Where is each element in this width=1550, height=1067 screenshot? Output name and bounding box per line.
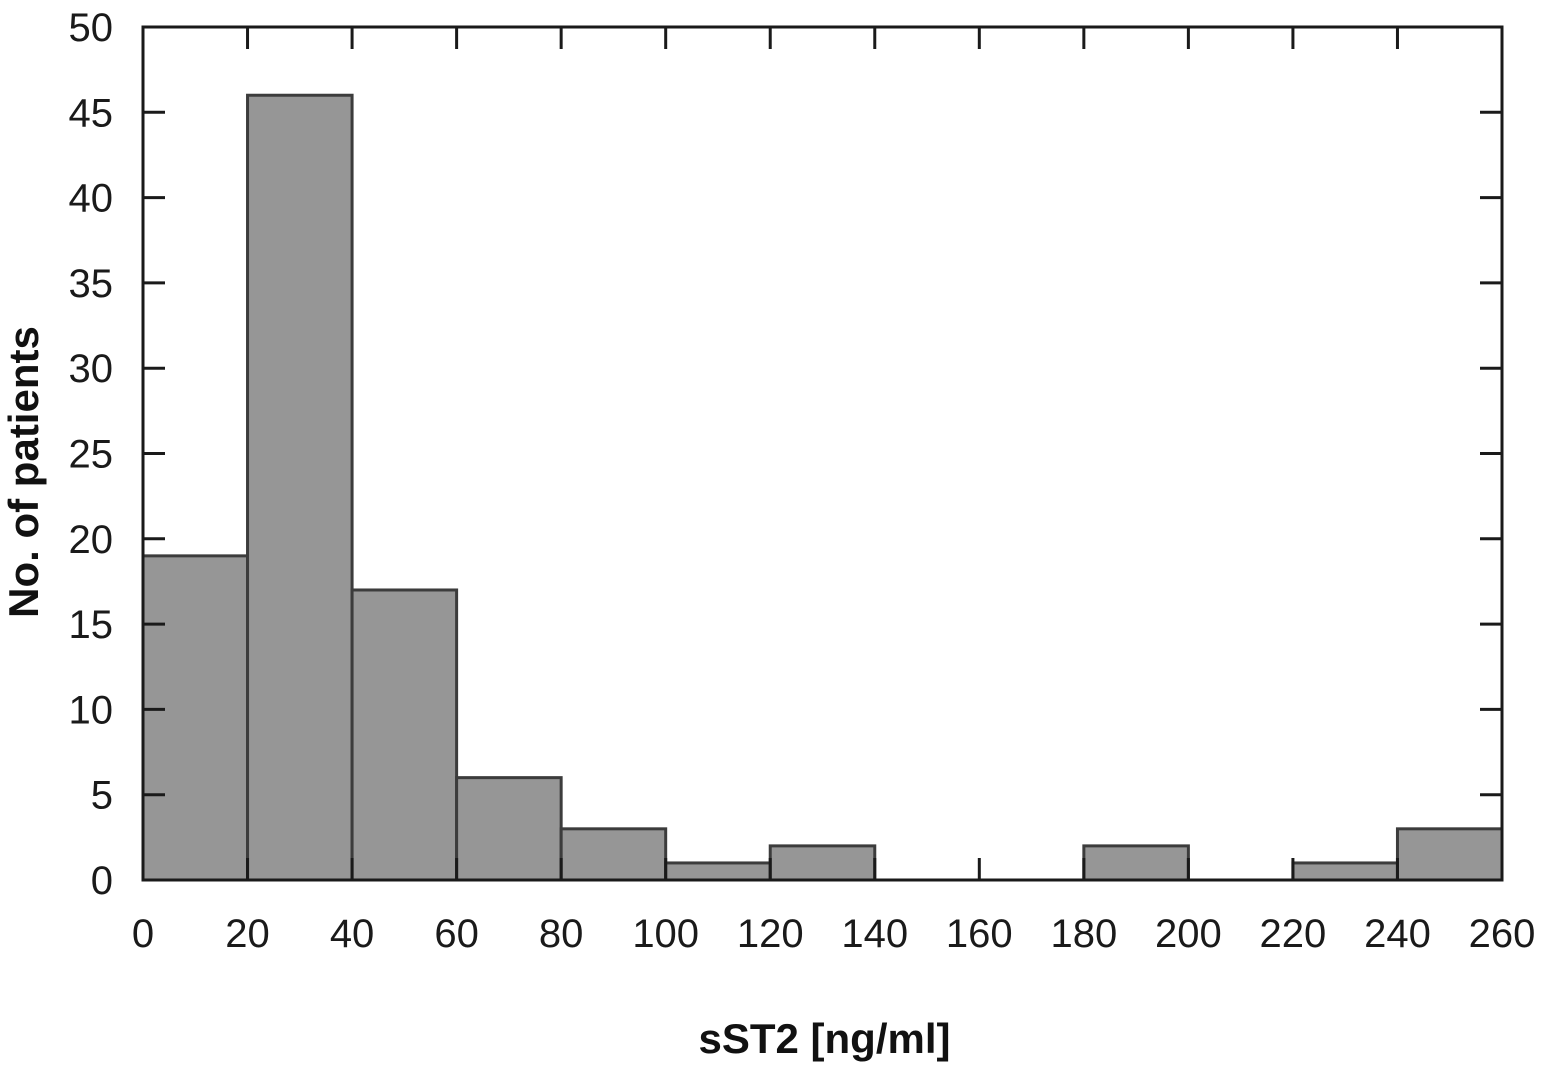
bar-220-240 bbox=[1291, 861, 1399, 882]
x-tick-labels: 0 20 40 60 80 100 120 140 160 180 200 220 240 260 bbox=[132, 912, 1536, 956]
bars-group bbox=[141, 93, 1504, 882]
bar-100-120 bbox=[664, 861, 772, 882]
ticks-group bbox=[141, 25, 1504, 882]
x-tick-label: 140 bbox=[841, 912, 908, 956]
x-tick-label: 20 bbox=[225, 912, 270, 956]
y-tick-label: 40 bbox=[69, 177, 114, 221]
x-tick-label: 200 bbox=[1155, 912, 1222, 956]
bar-120-140 bbox=[768, 844, 877, 882]
y-tick-labels: 0 5 10 15 20 25 30 35 40 45 50 bbox=[69, 6, 114, 903]
x-axis-title: sST2 [ng/ml] bbox=[698, 1015, 950, 1062]
bar-180-200 bbox=[1082, 844, 1190, 882]
x-tick-label: 80 bbox=[539, 912, 584, 956]
x-tick-label: 220 bbox=[1260, 912, 1327, 956]
bar-0-20 bbox=[141, 554, 250, 882]
y-tick-label: 25 bbox=[69, 433, 114, 477]
y-tick-label: 0 bbox=[91, 859, 113, 903]
x-tick-label: 60 bbox=[434, 912, 479, 956]
x-tick-label: 240 bbox=[1364, 912, 1431, 956]
x-tick-label: 160 bbox=[946, 912, 1013, 956]
y-tick-label: 5 bbox=[91, 774, 113, 818]
y-tick-label: 35 bbox=[69, 262, 114, 306]
y-tick-label: 45 bbox=[69, 91, 114, 135]
bar-40-60 bbox=[350, 588, 459, 882]
x-tick-label: 0 bbox=[132, 912, 154, 956]
x-tick-label: 180 bbox=[1050, 912, 1117, 956]
bar-80-100 bbox=[559, 827, 668, 882]
y-tick-label: 20 bbox=[69, 518, 114, 562]
x-tick-label: 260 bbox=[1469, 912, 1536, 956]
plot-frame bbox=[141, 25, 1504, 882]
y-tick-label: 15 bbox=[69, 603, 114, 647]
x-tick-label: 40 bbox=[330, 912, 375, 956]
x-tick-label: 100 bbox=[632, 912, 699, 956]
x-tick-label: 120 bbox=[737, 912, 804, 956]
bar-20-40 bbox=[246, 93, 354, 882]
y-tick-label: 10 bbox=[69, 688, 114, 732]
y-tick-label: 50 bbox=[69, 6, 114, 50]
y-tick-label: 30 bbox=[69, 347, 114, 391]
y-axis-title: No. of patients bbox=[0, 326, 47, 618]
bar-60-80 bbox=[455, 776, 563, 882]
bar-240-260 bbox=[1395, 827, 1504, 882]
